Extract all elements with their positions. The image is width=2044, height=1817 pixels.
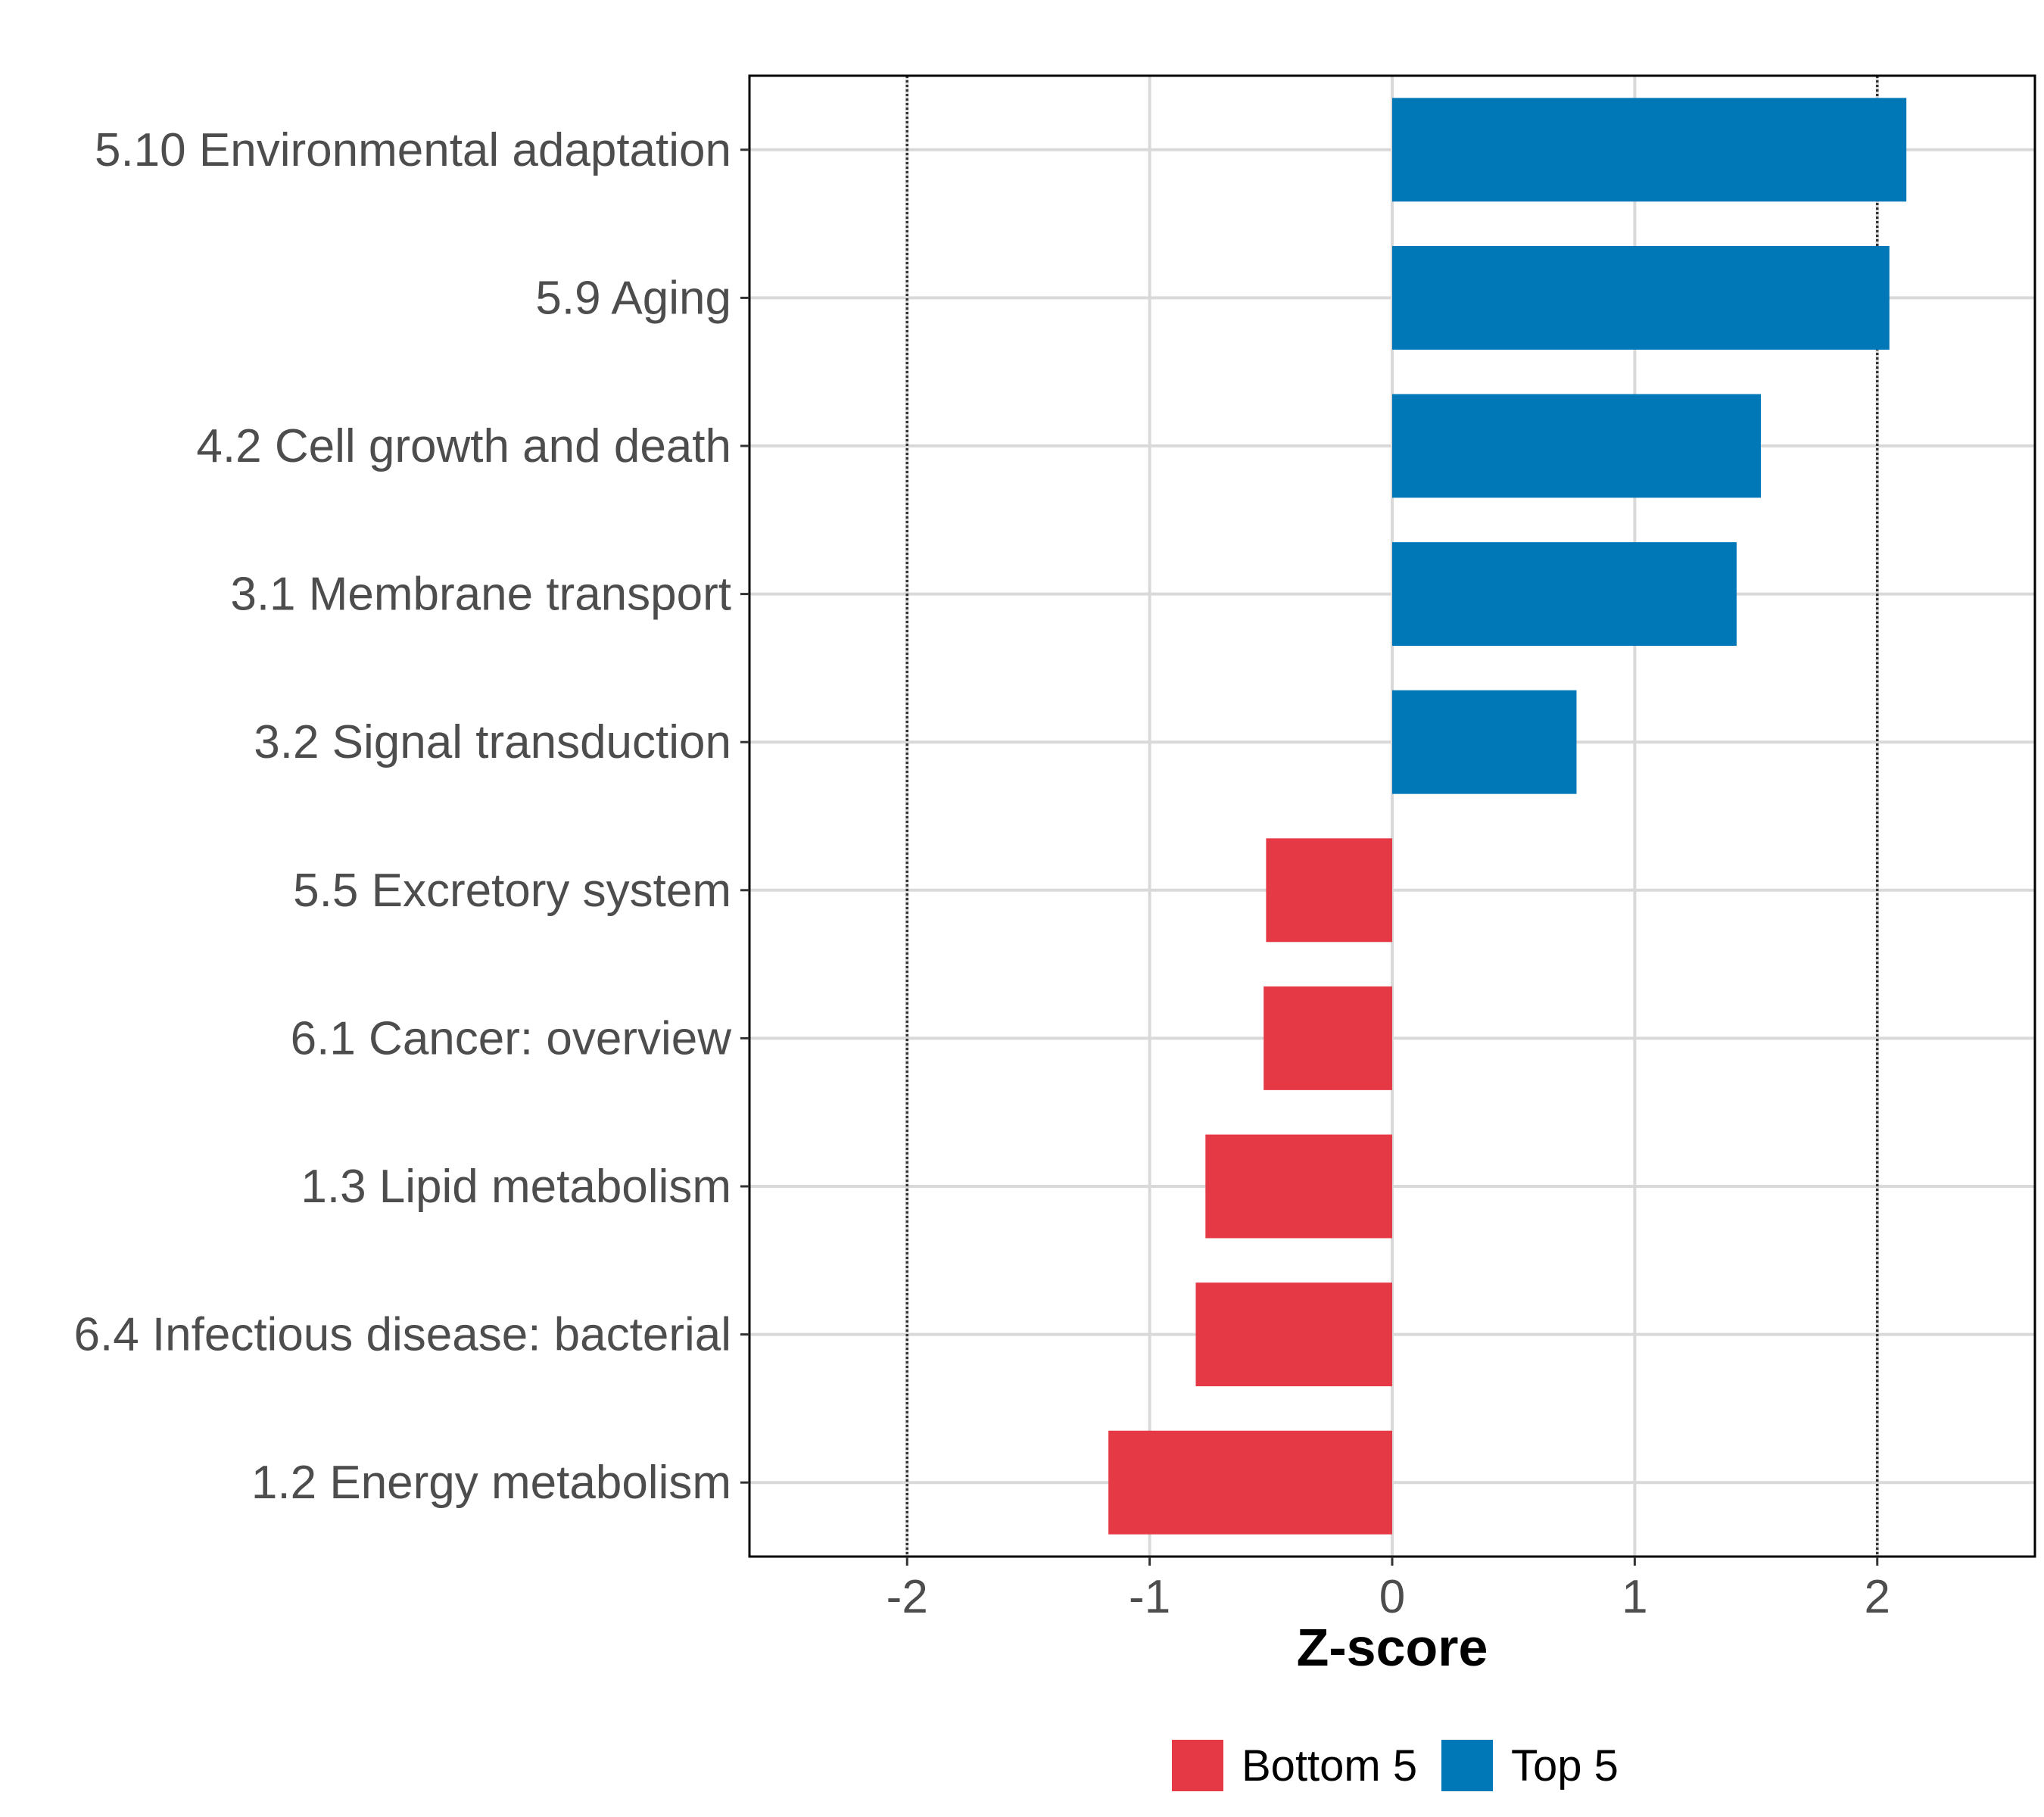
y-tick-label: 1.3 Lipid metabolism [301, 1161, 731, 1213]
legend-label: Top 5 [1511, 1741, 1619, 1791]
legend-swatch [1441, 1740, 1493, 1791]
x-tick-label: -2 [886, 1571, 928, 1623]
bar [1392, 690, 1577, 794]
x-axis-title: Z-score [1297, 1618, 1488, 1677]
bars [1108, 98, 1907, 1535]
legend-swatch [1172, 1740, 1223, 1791]
legend: Bottom 5 Top 5 [1172, 1740, 1619, 1791]
y-axis-ticks: 5.10 Environmental adaptation 5.9 Aging 4.… [73, 124, 749, 1509]
x-tick-label: 0 [1379, 1571, 1405, 1623]
x-tick-label: 2 [1865, 1571, 1890, 1623]
legend-label: Bottom 5 [1242, 1741, 1417, 1791]
y-tick-label: 1.2 Energy metabolism [251, 1457, 731, 1509]
y-tick-label: 3.1 Membrane transport [230, 569, 731, 621]
bar [1108, 1430, 1392, 1535]
y-tick-label: 5.5 Excretory system [293, 865, 731, 917]
y-tick-label: 5.10 Environmental adaptation [95, 124, 731, 176]
y-tick-label: 6.4 Infectious disease: bacterial [73, 1309, 731, 1361]
bar [1392, 245, 1890, 350]
bar [1266, 838, 1392, 943]
bar [1263, 986, 1392, 1090]
y-tick-label: 3.2 Signal transduction [254, 716, 731, 768]
y-tick-label: 6.1 Cancer: overview [291, 1012, 732, 1064]
bar [1392, 394, 1761, 498]
bar [1195, 1282, 1392, 1387]
bar [1392, 542, 1737, 647]
bar [1392, 98, 1907, 202]
bar [1205, 1134, 1392, 1239]
x-tick-label: 1 [1622, 1571, 1647, 1623]
y-tick-label: 4.2 Cell growth and death [196, 420, 731, 472]
x-tick-label: -1 [1129, 1571, 1170, 1623]
y-tick-label: 5.9 Aging [535, 272, 731, 324]
x-axis-ticks: -2 -1 0 1 2 [886, 1557, 1890, 1623]
